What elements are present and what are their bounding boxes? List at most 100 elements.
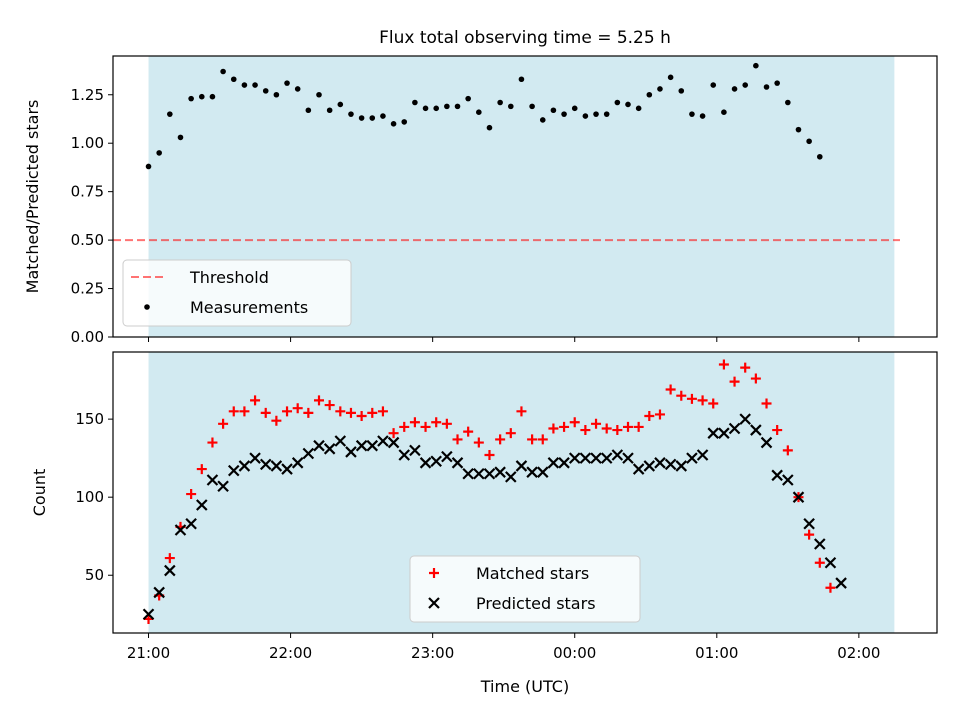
y-tick-label: 1.00 — [71, 134, 104, 152]
measurement-point — [241, 82, 248, 88]
measurement-point — [454, 103, 461, 110]
matched-star-marker — [761, 398, 772, 409]
x-tick-label: 23:00 — [411, 644, 454, 662]
predicted-star-marker — [259, 458, 272, 471]
measurement-point — [412, 99, 418, 106]
measurement-point — [156, 150, 162, 156]
matched-star-marker — [463, 426, 474, 437]
predicted-star-marker — [750, 424, 762, 436]
matched-star-marker — [260, 407, 271, 418]
predicted-star-marker — [196, 499, 208, 511]
axes-frame — [112, 351, 938, 634]
matched-star-marker — [218, 418, 229, 429]
matched-star-marker — [228, 406, 239, 417]
predicted-star-marker — [739, 413, 751, 425]
measurement-point — [326, 107, 333, 114]
matched-star-marker — [718, 359, 729, 370]
y-tick-label: 0.75 — [71, 183, 104, 201]
legend-predicted-swatch — [428, 597, 440, 609]
measurement-point — [294, 86, 301, 92]
predicted-star-marker — [323, 443, 336, 455]
measurement-point — [646, 91, 653, 98]
y-tick-label: 150 — [75, 410, 104, 428]
legend-label: Threshold — [189, 268, 269, 287]
predicted-star-marker — [398, 449, 411, 461]
predicted-star-marker — [590, 452, 602, 464]
predicted-star-marker — [291, 457, 304, 469]
matched-star-marker — [388, 428, 399, 439]
predicted-star-marker — [206, 474, 219, 486]
measurement-point — [614, 99, 621, 106]
measurement-point — [625, 101, 631, 108]
measurement-point — [571, 105, 578, 112]
predicted-star-marker — [632, 463, 645, 475]
predicted-star-marker — [579, 452, 592, 464]
predicted-star-marker — [387, 436, 400, 449]
legend-label: Predicted stars — [476, 594, 596, 613]
matched-star-marker — [612, 425, 623, 436]
predicted-star-marker — [803, 517, 815, 530]
measurement-point — [561, 111, 567, 117]
measurement-point — [699, 113, 706, 119]
predicted-star-marker — [643, 460, 656, 472]
legend-box — [122, 259, 352, 327]
measurement-point — [230, 76, 237, 83]
matched-star-marker — [505, 428, 516, 439]
matched-star-marker — [314, 395, 324, 406]
predicted-star-marker — [696, 449, 709, 461]
predicted-star-marker — [270, 460, 283, 472]
measurement-point — [284, 80, 290, 86]
matched-star-marker — [452, 434, 463, 445]
predicted-star-marker — [654, 457, 666, 469]
predicted-star-marker — [355, 439, 368, 452]
matched-star-marker — [686, 393, 697, 404]
measurement-point — [689, 111, 695, 117]
measurement-point — [507, 103, 514, 110]
matched-star-marker — [633, 421, 644, 432]
matched-star-marker — [580, 425, 591, 436]
matched-star-marker — [409, 417, 420, 428]
x-tick-label: 00:00 — [553, 644, 596, 662]
predicted-star-marker — [419, 457, 432, 469]
measurement-point — [209, 93, 216, 100]
measurement-point — [380, 113, 386, 119]
matched-star-marker — [271, 415, 282, 426]
ratio-panel: 0.00 0.25 0.50 0.75 1.00 1.25 Matched/Predicte… — [23, 55, 938, 346]
predicted-star-marker — [526, 466, 538, 478]
predicted-star-marker — [441, 450, 453, 463]
predicted-star-marker — [483, 467, 496, 480]
matched-star-marker — [495, 434, 506, 445]
predicted-star-marker — [600, 452, 613, 464]
matched-star-marker — [250, 395, 261, 406]
measurement-point — [188, 95, 194, 102]
x-tick-label: 01:00 — [695, 644, 738, 662]
matched-star-marker — [548, 423, 559, 434]
predicted-star-marker — [142, 608, 155, 621]
measurement-point — [635, 105, 642, 112]
y-tick-label: 0.00 — [71, 328, 104, 346]
predicted-star-marker — [824, 556, 837, 569]
measurement-point — [753, 62, 759, 69]
y-tick-label: 1.25 — [71, 86, 104, 104]
predicted-star-marker — [664, 458, 677, 471]
predicted-star-marker — [515, 460, 528, 472]
matched-star-marker — [399, 421, 410, 432]
measurement-point — [593, 111, 599, 117]
predicted-star-marker — [686, 452, 698, 464]
x-tick-label: 21:00 — [127, 644, 170, 662]
measurement-point — [731, 86, 738, 92]
matched-star-marker — [207, 437, 218, 448]
matched-star-marker — [164, 553, 175, 564]
matched-star-marker — [729, 376, 740, 387]
measurement-point — [177, 134, 184, 141]
predicted-star-marker — [451, 457, 464, 469]
measurement-point — [763, 84, 770, 90]
predicted-star-marker — [558, 457, 570, 469]
predicted-star-marker — [409, 444, 421, 457]
matched-star-marker — [196, 464, 207, 475]
matched-star-marker — [356, 411, 367, 422]
predicted-star-marker — [728, 422, 741, 435]
legend-box — [409, 555, 641, 623]
measurement-point — [316, 91, 322, 98]
predicted-star-marker — [494, 466, 506, 478]
